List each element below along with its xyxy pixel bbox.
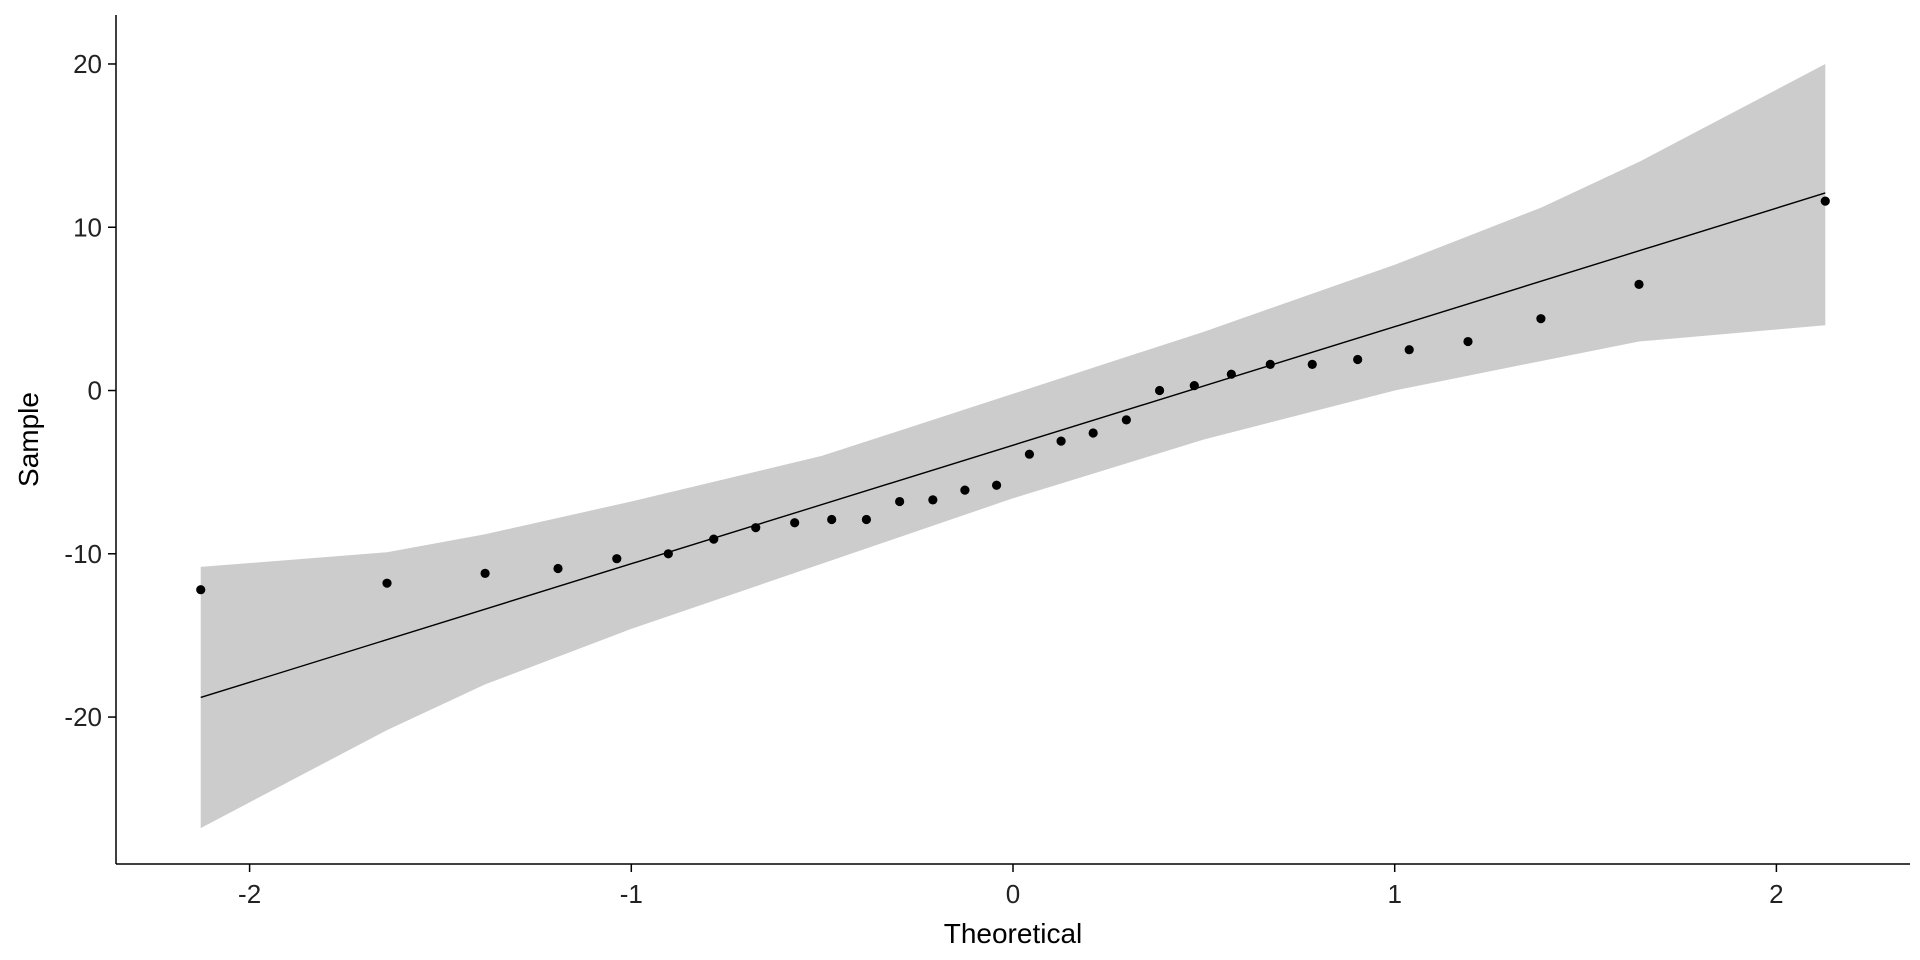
data-point — [1265, 359, 1275, 369]
reference-line — [200, 192, 1826, 699]
x-tick-label: 1 — [1387, 879, 1401, 909]
data-point — [1088, 428, 1098, 438]
data-point — [1404, 345, 1414, 355]
data-point — [1056, 436, 1066, 446]
data-point — [861, 514, 872, 525]
x-axis-title: Theoretical — [944, 918, 1083, 949]
data-point — [1024, 449, 1035, 459]
data-point — [1121, 415, 1131, 425]
x-tick-label: 2 — [1769, 879, 1783, 909]
data-point — [991, 480, 1002, 490]
data-point — [1463, 336, 1473, 347]
data-point — [382, 578, 392, 588]
x-tick-label: -2 — [238, 879, 261, 909]
data-point — [1634, 279, 1644, 289]
data-point — [960, 485, 970, 495]
data-point — [709, 534, 719, 544]
y-tick-label: 0 — [88, 376, 102, 406]
y-tick-label: 20 — [73, 49, 102, 79]
data-point — [480, 568, 490, 578]
y-tick-label: -20 — [64, 702, 102, 732]
points-layer — [196, 196, 1830, 595]
data-point — [790, 518, 800, 528]
data-point — [1226, 369, 1236, 379]
data-point — [1536, 314, 1546, 324]
data-point — [1154, 385, 1165, 396]
confidence-band-layer — [200, 64, 1826, 829]
data-point — [612, 554, 622, 564]
data-point — [751, 523, 761, 533]
y-tick-label: -10 — [64, 539, 102, 569]
reference-line-layer — [200, 192, 1826, 699]
data-point — [663, 549, 673, 559]
data-point — [827, 514, 837, 525]
data-point — [928, 495, 938, 505]
data-point — [1820, 196, 1830, 206]
data-point — [196, 585, 206, 595]
y-axis-title: Sample — [13, 392, 44, 487]
x-tick-label: 0 — [1006, 879, 1020, 909]
x-tick-label: -1 — [620, 879, 643, 909]
data-point — [895, 496, 905, 507]
confidence-band — [200, 64, 1826, 829]
data-point — [1353, 354, 1363, 365]
data-point — [1307, 359, 1317, 369]
y-tick-label: 10 — [73, 212, 102, 242]
data-point — [553, 563, 563, 574]
data-point — [1189, 381, 1199, 391]
